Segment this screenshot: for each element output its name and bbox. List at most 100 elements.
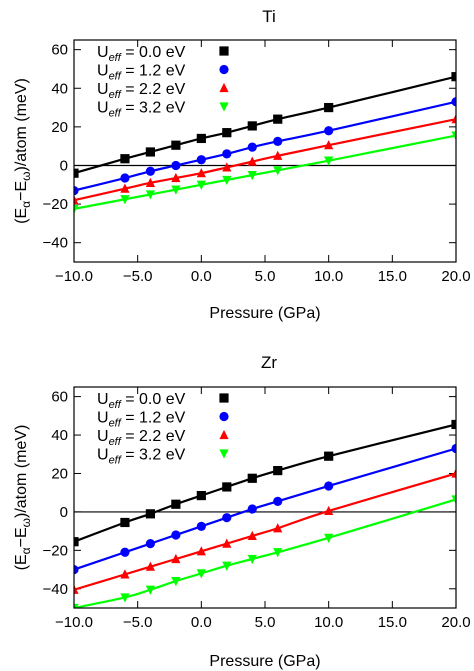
x-tick-label: 0.0 xyxy=(191,268,212,285)
data-point-series-2 xyxy=(74,564,79,575)
data-point-series-4 xyxy=(324,156,334,166)
data-point-series-3 xyxy=(273,150,283,160)
data-point-series-4 xyxy=(171,576,181,587)
data-point-series-1 xyxy=(120,517,130,528)
data-point-series-1 xyxy=(324,451,334,461)
x-tick-label: 20.0 xyxy=(441,614,470,631)
y-tick-label: −20 xyxy=(43,542,68,559)
data-point-series-2 xyxy=(120,173,130,183)
y-axis-label-sub: α xyxy=(19,547,33,554)
data-point-series-4 xyxy=(451,131,456,141)
legend-label-part: = 2.2 eV xyxy=(121,81,186,98)
legend-label-part: = 1.2 eV xyxy=(121,63,186,80)
legend-label-part: U xyxy=(97,100,109,117)
plot-area xyxy=(74,72,456,215)
data-point-series-1 xyxy=(451,419,456,430)
data-point-series-4 xyxy=(196,180,206,190)
y-axis-label-sub: ω xyxy=(19,518,33,527)
data-point-series-2 xyxy=(196,521,206,531)
data-point-series-2 xyxy=(273,496,283,506)
data-point-series-4 xyxy=(74,603,79,608)
data-point-series-3 xyxy=(196,546,206,556)
series-line-1 xyxy=(74,75,456,175)
data-point-series-2 xyxy=(120,547,130,557)
y-axis-label-part: )/atom (meV) xyxy=(13,425,30,518)
x-tick-label: 0.0 xyxy=(191,614,212,631)
legend-label-part: = 0.0 eV xyxy=(121,391,186,408)
y-tick-label: 0 xyxy=(60,504,68,521)
data-point-series-2 xyxy=(222,149,232,159)
x-tick-label: −5.0 xyxy=(123,614,153,631)
data-point-series-3 xyxy=(451,468,456,478)
legend-label-part: = 2.2 eV xyxy=(121,428,186,445)
legend-label-part: U xyxy=(97,447,109,464)
series-line-3 xyxy=(74,118,456,202)
legend-label-part: U xyxy=(97,63,109,80)
data-point-series-2 xyxy=(324,481,334,491)
legend-marker xyxy=(219,411,229,422)
data-point-series-4 xyxy=(145,585,155,595)
data-point-series-2 xyxy=(171,530,181,540)
x-tick-label: 10.0 xyxy=(314,268,343,285)
y-tick-label: 40 xyxy=(51,427,68,444)
series-line-4 xyxy=(74,134,456,210)
data-point-series-3 xyxy=(222,538,232,548)
data-point-series-4 xyxy=(324,533,334,543)
legend-label-part: U xyxy=(97,81,109,98)
data-point-series-1 xyxy=(74,537,79,547)
x-tick-label: 15.0 xyxy=(378,268,407,285)
data-point-series-2 xyxy=(74,185,79,196)
x-tick-label: 15.0 xyxy=(378,614,407,631)
x-tick-label: −10.0 xyxy=(55,268,93,285)
legend-marker xyxy=(219,102,229,112)
series-line-2 xyxy=(74,100,456,192)
data-point-series-4 xyxy=(273,166,283,176)
legend-label: Ueff = 0.0 eV xyxy=(97,391,186,411)
legend-label: Ueff = 3.2 eV xyxy=(97,100,186,120)
data-point-series-3 xyxy=(74,584,79,594)
data-point-series-3 xyxy=(273,523,283,533)
y-tick-label: 0 xyxy=(60,157,68,174)
legend-label: Ueff = 1.2 eV xyxy=(97,410,186,430)
y-tick-label: −40 xyxy=(43,235,68,252)
legend-label-part: U xyxy=(97,391,109,408)
data-point-series-1 xyxy=(196,133,206,144)
legend-label-part: U xyxy=(97,44,109,61)
data-point-series-3 xyxy=(171,553,181,564)
x-tick-label: 10.0 xyxy=(314,614,343,631)
chart-panel-ti: Ti −10.0 −5.0 0.0 5.0 10.0 15.0 20.0 −40 −20 0 20 40… xyxy=(13,7,471,322)
data-point-series-3 xyxy=(247,530,257,541)
y-axis-label-part: (E xyxy=(13,554,30,570)
data-point-series-1 xyxy=(145,147,155,157)
data-point-series-1 xyxy=(222,482,232,492)
data-point-series-3 xyxy=(171,172,181,183)
y-axis-label-part: (E xyxy=(13,208,30,224)
data-point-series-2 xyxy=(196,155,206,165)
legend-marker xyxy=(219,64,229,75)
legend-marker xyxy=(219,429,229,440)
legend-label-sub: eff xyxy=(109,436,122,448)
legend-label: Ueff = 3.2 eV xyxy=(97,447,186,467)
data-point-series-1 xyxy=(451,72,456,82)
data-point-series-1 xyxy=(273,465,283,476)
data-point-series-2 xyxy=(247,504,257,514)
data-point-series-1 xyxy=(171,499,181,509)
x-tick-label: 20.0 xyxy=(441,268,470,285)
x-tick-label: −5.0 xyxy=(123,268,153,285)
x-axis-label: Pressure (GPa) xyxy=(209,305,320,322)
data-point-series-3 xyxy=(145,561,155,571)
y-axis-label-sub: ω xyxy=(19,172,33,181)
data-point-series-2 xyxy=(145,166,155,176)
data-point-series-4 xyxy=(120,195,130,205)
data-point-series-3 xyxy=(324,505,334,516)
legend-label: Ueff = 1.2 eV xyxy=(97,63,186,83)
legend-label-sub: eff xyxy=(109,71,122,83)
legend-marker xyxy=(219,46,229,56)
series-line-3 xyxy=(74,472,456,591)
series-line-4 xyxy=(74,498,456,608)
data-point-series-3 xyxy=(120,569,130,579)
y-tick-label: −20 xyxy=(43,196,68,213)
data-point-series-4 xyxy=(247,171,257,181)
plot-area xyxy=(74,419,456,608)
data-point-series-1 xyxy=(171,140,181,150)
